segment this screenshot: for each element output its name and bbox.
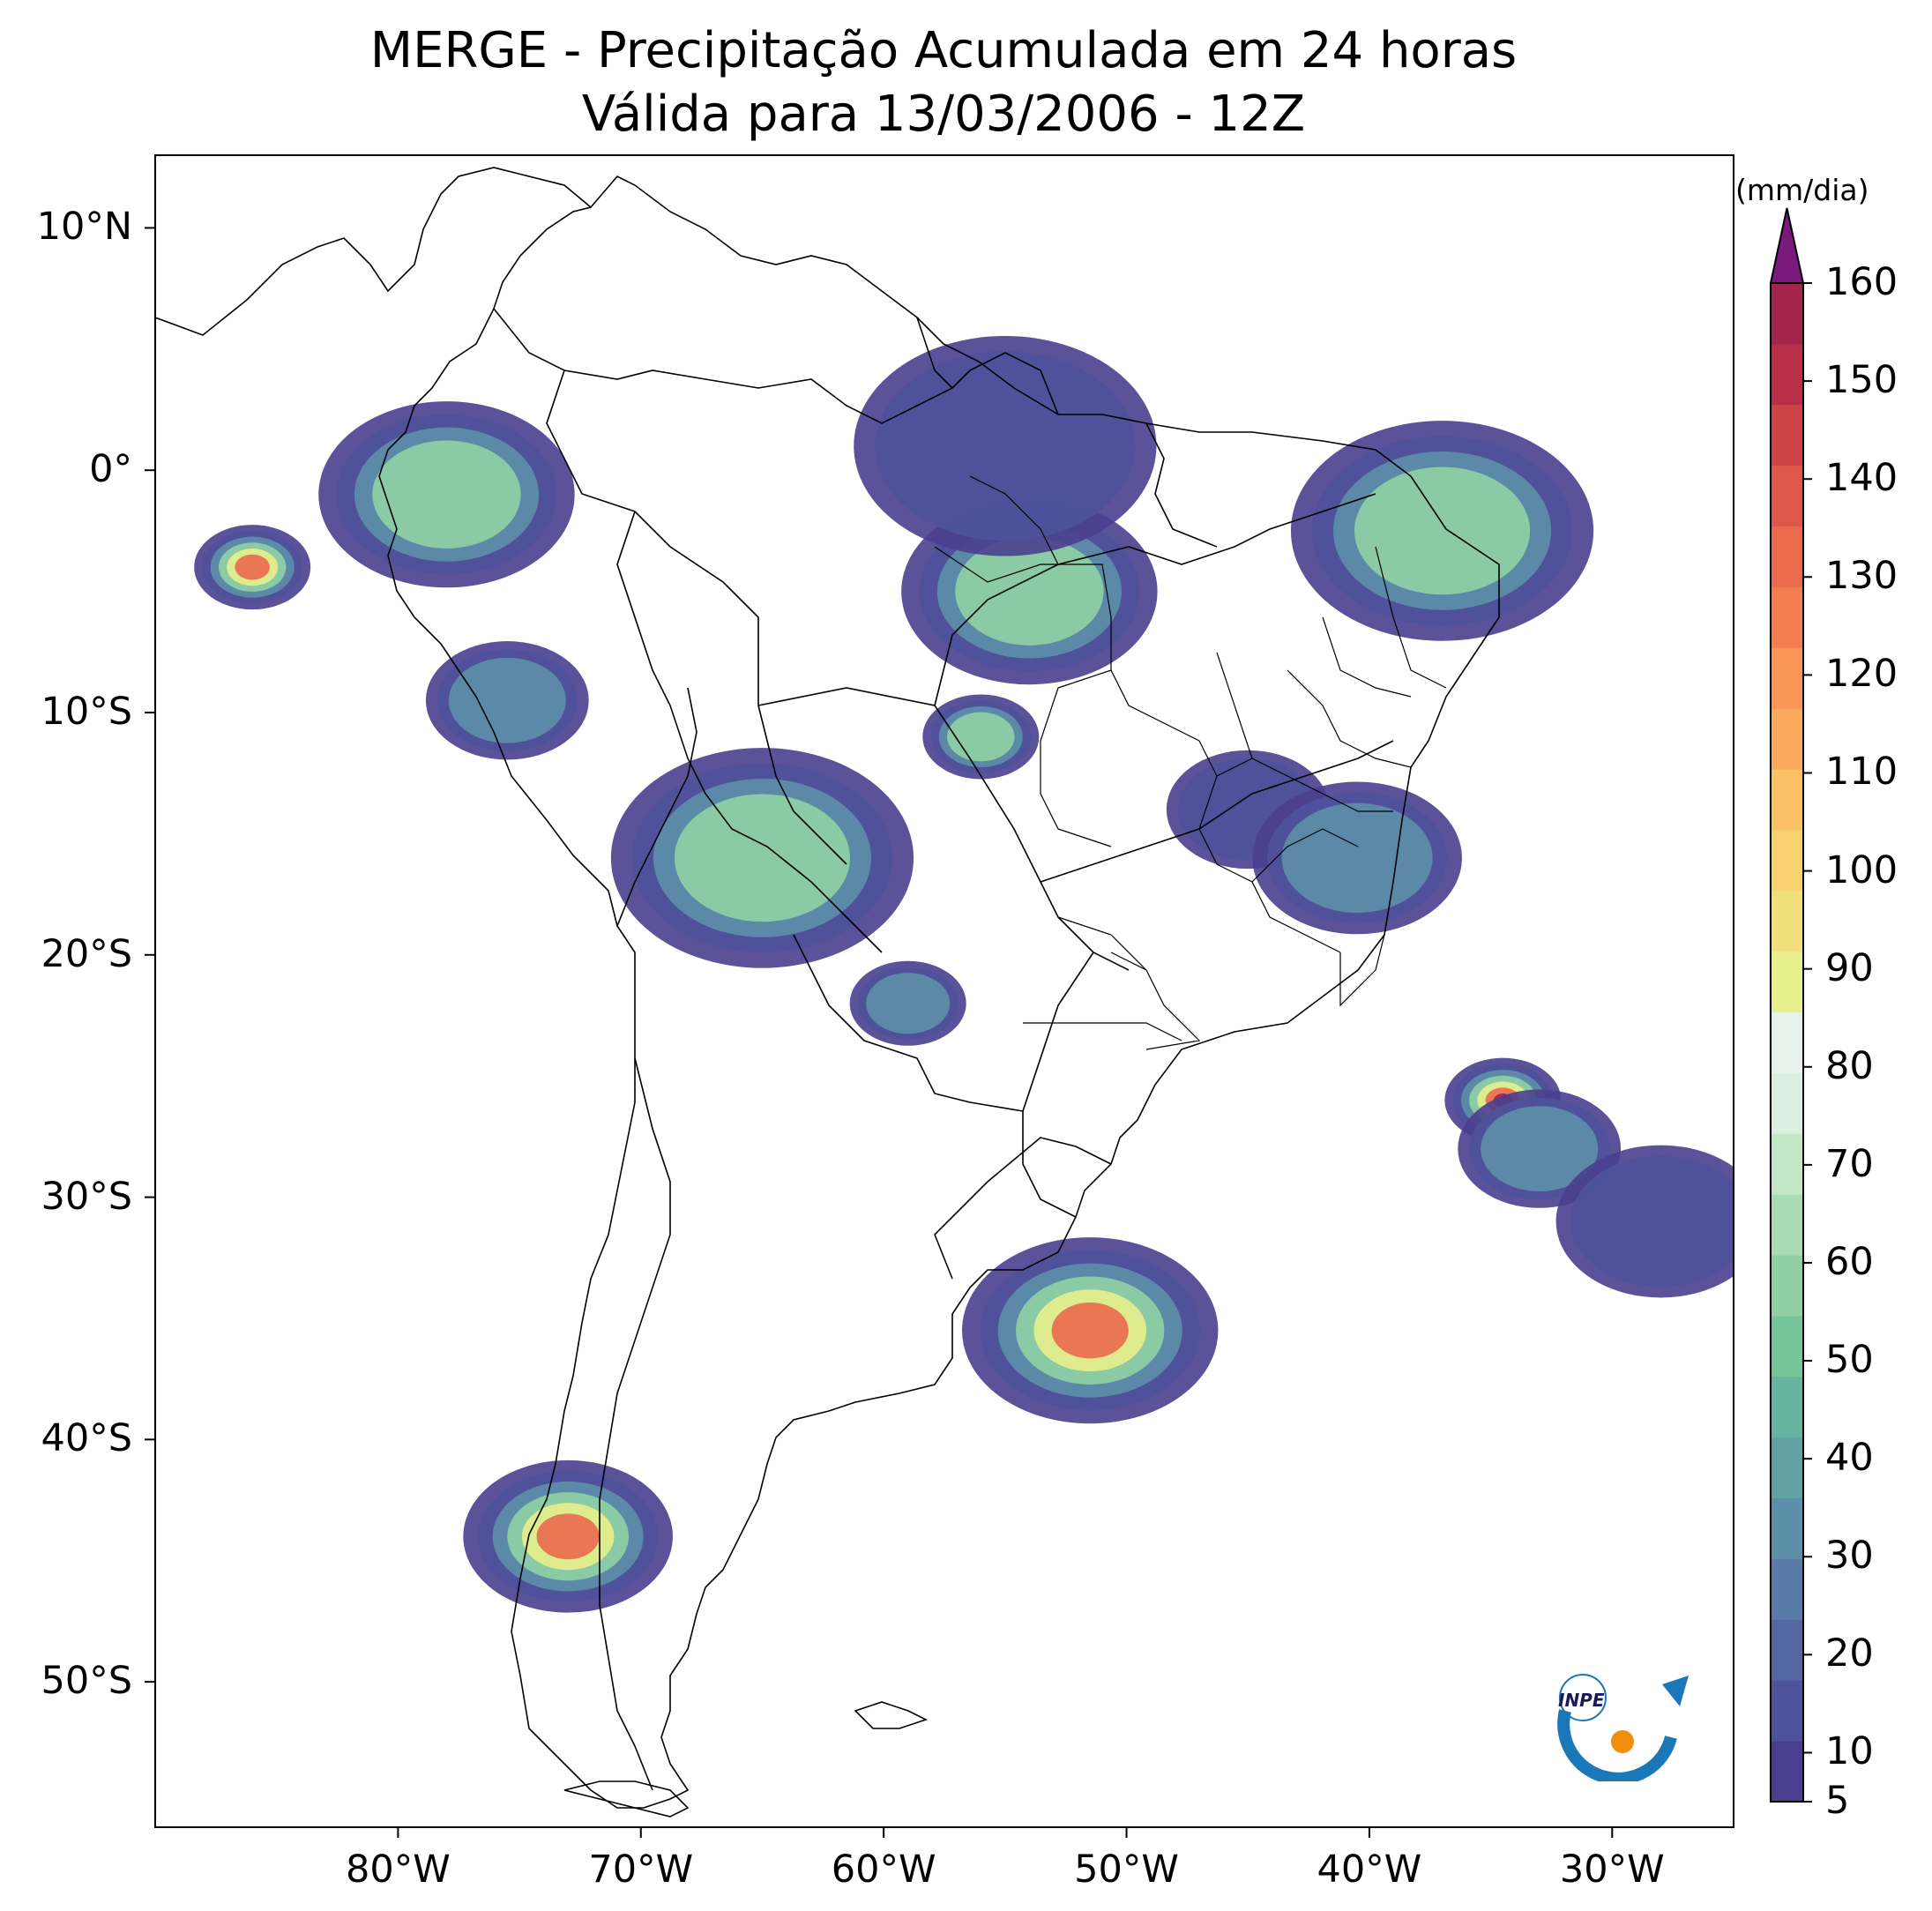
precip-cell-pacific-west xyxy=(194,525,311,610)
colorbar-tick-label: 130 xyxy=(1825,554,1898,599)
colorbar-segment xyxy=(1771,1011,1803,1073)
borders xyxy=(493,308,1394,1791)
colorbar-tick-label: 120 xyxy=(1825,652,1898,697)
lat-tick-label: 20°S xyxy=(41,931,132,976)
precip-cell-ecuador-colombia xyxy=(318,401,575,588)
colorbar-segment xyxy=(1771,283,1803,345)
colorbar-segment xyxy=(1771,1680,1803,1742)
colorbar-segment xyxy=(1771,1741,1803,1803)
colorbar-tick-label: 20 xyxy=(1825,1631,1874,1676)
lon-tick-label: 40°W xyxy=(1317,1848,1422,1892)
state-borders xyxy=(934,475,1447,1050)
colorbar-extend-arrow xyxy=(1769,207,1805,284)
precip-cell-atlantic-tail xyxy=(1555,1145,1734,1298)
colorbar-tick-label: 80 xyxy=(1825,1043,1874,1088)
colorbar-tick-label: 50 xyxy=(1825,1338,1874,1383)
colorbar-tick-label: 160 xyxy=(1825,260,1898,304)
colorbar-segment xyxy=(1771,890,1803,952)
colorbar-segment xyxy=(1771,1497,1803,1559)
precip-cell-bolivia xyxy=(610,748,914,968)
colorbar-segment xyxy=(1771,1194,1803,1256)
falklands xyxy=(854,1701,929,1729)
colorbar-segment xyxy=(1771,829,1803,892)
lat-tick-label: 10°S xyxy=(41,690,132,734)
inpe-logo: INPE xyxy=(1557,1674,1689,1781)
precip-cell-south-atlantic-small xyxy=(962,1237,1219,1424)
precipitation-field xyxy=(194,335,1734,1613)
colorbar-segment xyxy=(1771,1437,1803,1499)
colorbar-tick-label: 40 xyxy=(1825,1436,1874,1481)
logo-text: INPE xyxy=(1558,1690,1605,1711)
colorbar-segment xyxy=(1771,586,1803,648)
precip-cell-amazon-north xyxy=(854,335,1157,556)
colorbar-segment xyxy=(1771,1072,1803,1134)
colorbar-tick-label: 100 xyxy=(1825,847,1898,892)
colorbar-segment xyxy=(1771,1315,1803,1377)
lon-tick-label: 50°W xyxy=(1074,1848,1179,1892)
colorbar-segment xyxy=(1771,1133,1803,1195)
colorbar-segment xyxy=(1771,1558,1803,1620)
colorbar-tick-label: 5 xyxy=(1825,1779,1850,1823)
colorbar-tick-label: 140 xyxy=(1825,456,1898,501)
precip-cell-bahia-goias xyxy=(1252,781,1462,935)
lat-tick-label: 50°S xyxy=(41,1659,132,1704)
lat-tick-label: 40°S xyxy=(41,1416,132,1461)
colorbar-frame xyxy=(1770,282,1804,1803)
title-line-1: MERGE - Precipitação Acumulada em 24 hor… xyxy=(369,22,1518,79)
lon-tick-label: 80°W xyxy=(346,1848,451,1892)
colorbar xyxy=(1769,207,1812,1803)
colorbar-segment xyxy=(1771,1619,1803,1681)
colorbar-segment xyxy=(1771,404,1803,467)
colorbar-segment xyxy=(1771,343,1803,406)
colorbar-tick-label: 150 xyxy=(1825,358,1898,403)
lat-tick-label: 0° xyxy=(89,447,132,492)
precip-cell-rondonia-mato-grosso xyxy=(922,694,1040,780)
lat-tick-label: 10°N xyxy=(36,205,132,250)
colorbar-tick-label: 110 xyxy=(1825,750,1898,795)
coastlines-and-borders xyxy=(155,167,1500,1818)
colorbar-tick-label: 60 xyxy=(1825,1239,1874,1284)
axis-ticks xyxy=(145,227,1614,1838)
central-america-coastline xyxy=(155,167,592,336)
colorbar-tick-label: 90 xyxy=(1825,945,1874,990)
colorbar-tick-label: 10 xyxy=(1825,1729,1874,1774)
colorbar-segment xyxy=(1771,1255,1803,1317)
lon-tick-label: 70°W xyxy=(588,1848,694,1892)
south-america-coastline xyxy=(378,175,1500,1809)
colorbar-segment xyxy=(1771,708,1803,770)
lon-tick-label: 60°W xyxy=(831,1848,936,1892)
colorbar-segment xyxy=(1771,1376,1803,1438)
colorbar-unit: (mm/dia) xyxy=(1735,173,1869,207)
precip-cell-peru xyxy=(425,641,589,760)
colorbar-segment xyxy=(1771,647,1803,709)
map-frame xyxy=(154,154,1734,1828)
colorbar-segment xyxy=(1771,526,1803,587)
colorbar-segment xyxy=(1771,465,1803,527)
precip-cell-equatorial-atlantic xyxy=(1290,421,1594,641)
colorbar-tick-label: 70 xyxy=(1825,1141,1874,1186)
colorbar-segment xyxy=(1771,951,1803,1013)
lat-tick-label: 30°S xyxy=(41,1174,132,1219)
precip-cell-paraguay xyxy=(849,960,966,1046)
colorbar-segment xyxy=(1771,769,1803,831)
precip-cell-patagonia-chile-max xyxy=(463,1459,673,1613)
colorbar-tick-label: 30 xyxy=(1825,1534,1874,1579)
tierra-del-fuego xyxy=(563,1780,690,1818)
lon-tick-label: 30°W xyxy=(1559,1848,1665,1892)
title-line-2: Válida para 13/03/2006 - 12Z xyxy=(581,86,1306,143)
